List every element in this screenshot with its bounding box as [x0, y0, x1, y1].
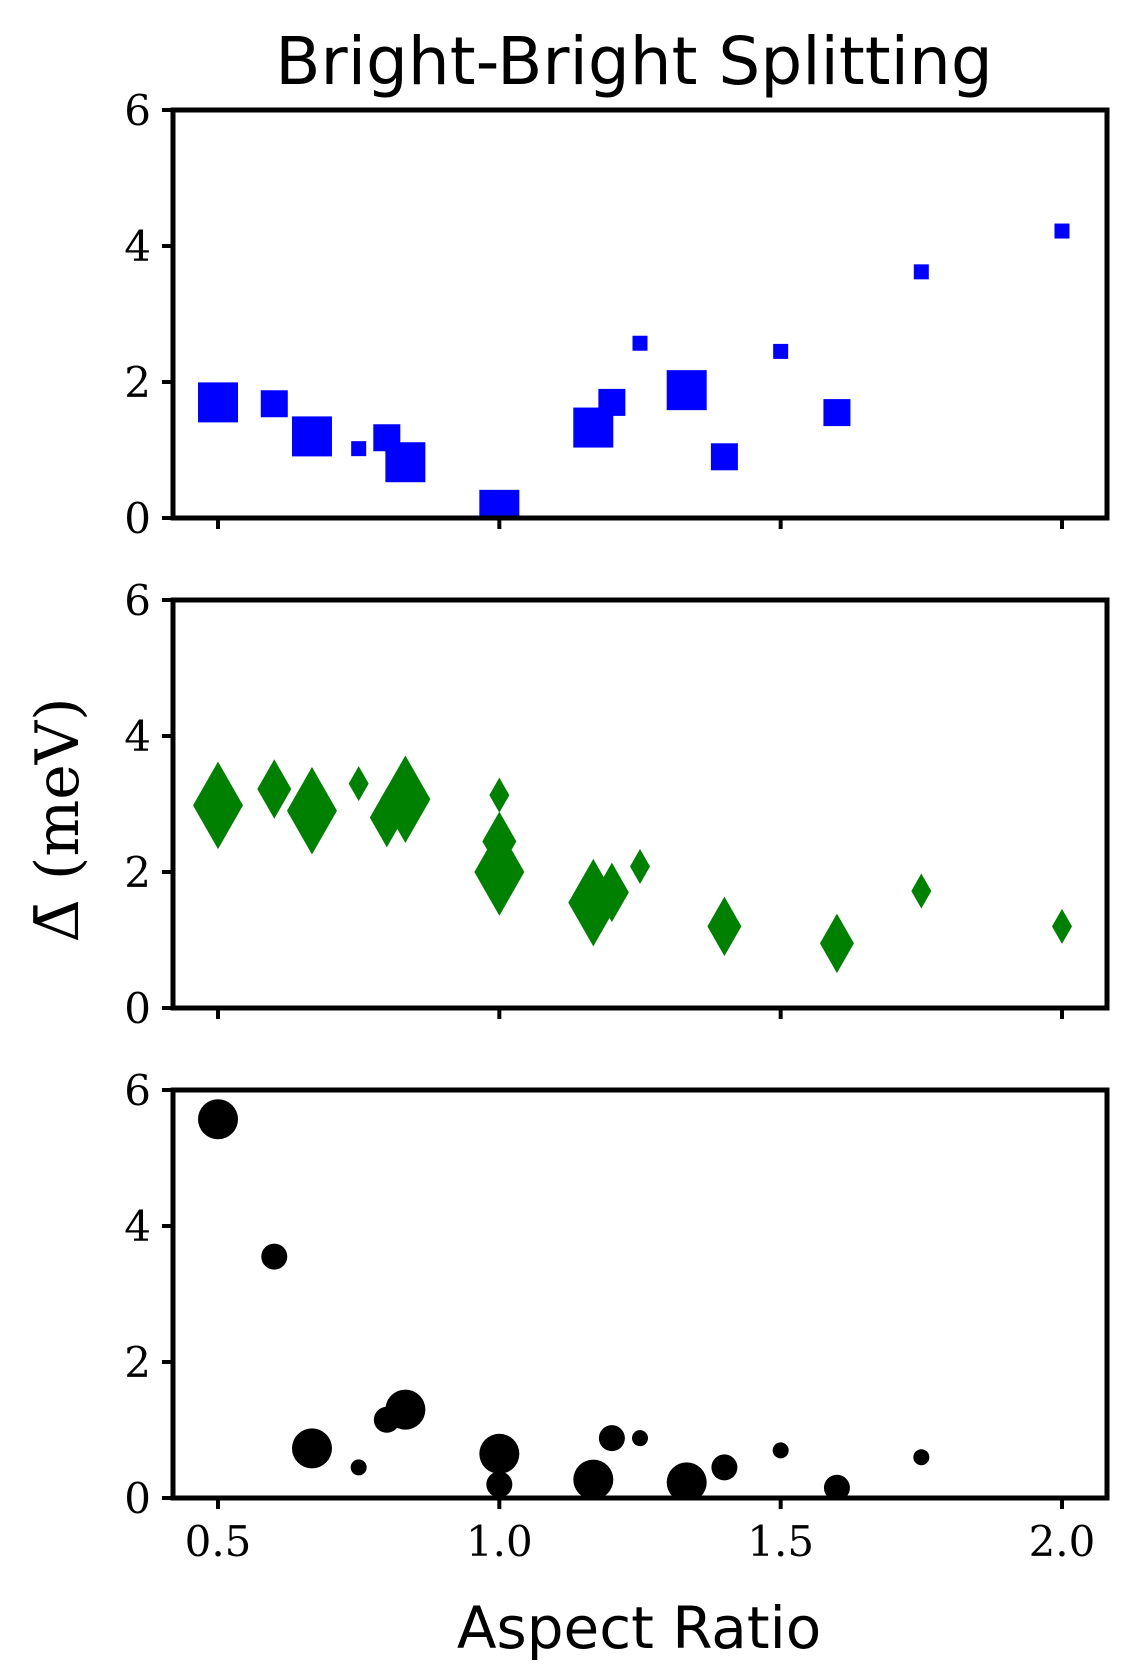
- circle-marker: [350, 1459, 367, 1476]
- circle-marker: [913, 1449, 930, 1466]
- diamond-marker: [630, 849, 650, 885]
- diamond-marker: [193, 761, 244, 850]
- data-points: [198, 223, 1070, 518]
- panel-frame: [170, 1087, 1110, 1501]
- panel-middle-diamonds: 0 2 4 6: [124, 576, 1110, 1033]
- panel-frame: [170, 107, 1110, 521]
- diamond-marker: [594, 862, 629, 923]
- diamond-marker: [707, 896, 742, 957]
- x-tick-label: 1.0: [466, 1517, 533, 1566]
- square-marker: [260, 390, 288, 418]
- y-tick-label: 4: [124, 712, 151, 761]
- diamond-marker: [911, 873, 932, 909]
- diamond-marker: [286, 767, 337, 855]
- circle-marker: [385, 1389, 426, 1430]
- y-tick-label: 0: [124, 494, 151, 543]
- square-marker: [823, 399, 851, 427]
- circle-marker: [573, 1459, 614, 1498]
- circle-marker: [711, 1454, 738, 1481]
- panels: 0 2 4 6 0 2 4 6 0 2 4 6 0.5 1.0 1.5 2.0: [124, 86, 1110, 1566]
- diamond-marker: [257, 759, 292, 819]
- x-axis-label: Aspect Ratio: [457, 1594, 821, 1662]
- x-tick-label: 0.5: [185, 1517, 252, 1566]
- square-marker: [479, 489, 520, 518]
- circle-marker: [598, 1425, 625, 1452]
- panel-frame: [170, 597, 1110, 1011]
- y-tick-label: 2: [124, 1338, 151, 1387]
- diamond-marker: [474, 828, 525, 916]
- square-marker: [598, 388, 626, 416]
- circle-marker: [291, 1428, 332, 1469]
- y-axis-label: Δ̄ (meV): [23, 698, 93, 943]
- y-tick-label: 0: [124, 984, 151, 1033]
- diamond-marker: [380, 755, 431, 843]
- square-marker: [913, 264, 929, 280]
- square-marker: [666, 370, 707, 411]
- circle-marker: [772, 1442, 789, 1459]
- panel-top-squares: 0 2 4 6: [124, 86, 1110, 543]
- data-points: [193, 755, 1072, 974]
- y-tick-label: 4: [124, 222, 151, 271]
- data-points: [198, 1099, 930, 1498]
- square-marker: [291, 416, 332, 457]
- y-tick-label: 6: [124, 576, 151, 625]
- circle-marker: [479, 1433, 520, 1474]
- circle-marker: [198, 1099, 239, 1140]
- x-tick-label: 1.5: [747, 1517, 814, 1566]
- diamond-marker: [1051, 908, 1072, 944]
- y-tick-label: 6: [124, 86, 151, 135]
- square-marker: [632, 335, 648, 351]
- square-marker: [710, 443, 738, 471]
- circle-marker: [486, 1471, 513, 1498]
- x-tick-label: 2.0: [1029, 1517, 1096, 1566]
- y-tick-label: 0: [124, 1474, 151, 1523]
- diamond-marker: [348, 766, 369, 802]
- y-tick-label: 2: [124, 358, 151, 407]
- diamond-marker: [819, 913, 854, 974]
- y-tick-label: 4: [124, 1202, 151, 1251]
- square-marker: [773, 343, 789, 359]
- circle-marker: [632, 1430, 648, 1447]
- circle-marker: [261, 1243, 288, 1270]
- circle-marker: [823, 1474, 850, 1498]
- square-marker: [351, 441, 367, 457]
- panel-bottom-circles: 0 2 4 6 0.5 1.0 1.5 2.0: [124, 1066, 1110, 1566]
- square-marker: [385, 442, 426, 483]
- chart-title: Bright-Bright Splitting: [275, 23, 992, 100]
- y-tick-label: 6: [124, 1066, 151, 1115]
- square-marker: [198, 382, 239, 423]
- square-marker: [1054, 223, 1070, 239]
- diamond-marker: [489, 777, 510, 813]
- circle-marker: [666, 1462, 707, 1498]
- y-tick-label: 2: [124, 848, 151, 897]
